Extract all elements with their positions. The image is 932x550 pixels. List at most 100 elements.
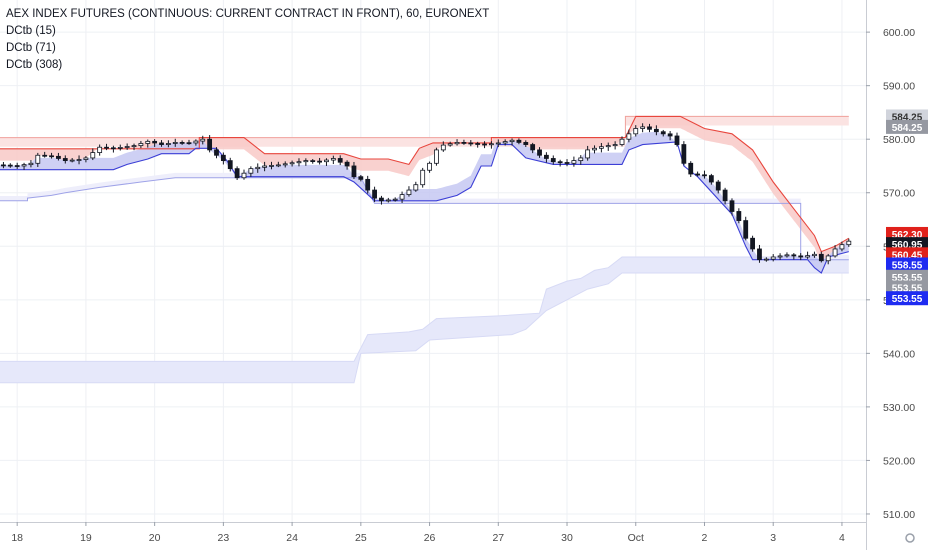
candle-body <box>200 138 206 142</box>
candle-body <box>667 133 673 137</box>
price-tag <box>886 257 928 272</box>
candle-body <box>454 142 460 145</box>
candle-body <box>564 162 570 164</box>
x-tick-label: Oct <box>628 532 644 544</box>
settings-icon[interactable] <box>905 533 915 543</box>
candle-body <box>83 157 89 160</box>
candle-body <box>495 142 501 145</box>
indicator-dctb-71[interactable]: DCtb (71) <box>6 42 56 54</box>
x-tick-label: 24 <box>286 532 298 544</box>
indicator-dctb-308[interactable]: DCtb (308) <box>6 59 63 71</box>
candle-body <box>214 149 219 156</box>
candle-body <box>21 164 27 167</box>
candle-body <box>818 253 824 262</box>
candle-body <box>282 163 288 166</box>
candle-body <box>372 189 377 199</box>
candle-body <box>1 164 6 167</box>
candle-body <box>69 159 75 162</box>
candle-body <box>337 158 343 163</box>
price-tag-label: 558.55 <box>892 260 923 271</box>
candle-body <box>647 126 652 130</box>
candle-body <box>104 146 109 149</box>
candle-body <box>736 211 742 221</box>
candle-body <box>722 189 728 202</box>
band-71-upper-line <box>0 115 849 139</box>
candle-body <box>330 158 336 161</box>
candle-body <box>358 176 364 180</box>
candle-body <box>770 256 776 260</box>
candle-body <box>825 255 831 262</box>
price-tag-label: 584.25 <box>892 123 923 134</box>
candle-body <box>743 220 749 239</box>
chart-title: AEX INDEX FUTURES (CONTINUOUS: CURRENT C… <box>6 8 490 20</box>
candle-body <box>688 162 694 175</box>
candle-body <box>351 165 357 178</box>
price-tag-label: 553.55 <box>892 284 923 295</box>
candle-body <box>111 147 116 150</box>
candle-body <box>42 154 48 157</box>
y-tick-label: 530.00 <box>883 402 915 414</box>
candle-body <box>640 126 646 129</box>
x-tick-label: 30 <box>561 532 573 544</box>
chart-legend: AEX INDEX FUTURES (CONTINUOUS: CURRENT C… <box>6 6 489 74</box>
candle-body <box>729 200 735 212</box>
candle-body <box>303 160 309 163</box>
candle-body <box>557 161 563 164</box>
candle-body <box>131 145 137 148</box>
candle-body <box>14 165 20 167</box>
candle-body <box>653 128 659 133</box>
candle-body <box>537 149 542 156</box>
candle-body <box>702 174 707 177</box>
candle-body <box>550 158 556 163</box>
candle-body <box>447 143 453 146</box>
candle-body <box>763 258 769 261</box>
candle-body <box>172 142 178 144</box>
candle-body <box>805 255 810 258</box>
x-tick-label: 2 <box>702 532 708 544</box>
candle-body <box>674 135 680 145</box>
candle-body <box>482 143 487 146</box>
candle-body <box>97 146 103 153</box>
x-tick-label: 4 <box>839 532 845 544</box>
candle-body <box>592 147 597 151</box>
candle-body <box>392 198 398 201</box>
candle-body <box>275 164 281 167</box>
candle-body <box>427 162 432 171</box>
candle-body <box>489 143 494 146</box>
x-tick-label: 23 <box>218 532 230 544</box>
candle-body <box>35 154 41 164</box>
candle-body <box>365 178 371 191</box>
candle-body <box>516 139 522 143</box>
candle-body <box>193 140 199 144</box>
y-tick-label: 540.00 <box>883 348 915 360</box>
price-tag <box>886 269 928 284</box>
candle-body <box>7 164 13 167</box>
candle-body <box>385 199 391 202</box>
x-tick-label: 3 <box>770 532 776 544</box>
candle-body <box>165 143 171 145</box>
candle-body <box>509 139 515 143</box>
candle-body <box>846 240 852 246</box>
band-15-upper-line <box>0 115 850 253</box>
candle-body <box>179 142 185 144</box>
candle-body <box>757 248 762 261</box>
candle-body <box>434 149 439 164</box>
candle-body <box>152 140 158 144</box>
x-tick-label: 27 <box>492 532 504 544</box>
candle-body <box>475 143 481 145</box>
candle-body <box>186 142 192 145</box>
candle-body <box>413 184 419 191</box>
candle-body <box>248 168 254 174</box>
candle-body <box>839 244 845 250</box>
candle-body <box>296 161 302 164</box>
price-tag <box>886 280 928 295</box>
band-15-lower-line <box>0 141 849 274</box>
y-tick-label: 590.00 <box>883 81 915 93</box>
candle-body <box>124 146 130 148</box>
candle-body <box>571 160 577 164</box>
indicator-dctb-15[interactable]: DCtb (15) <box>6 25 56 37</box>
candle-body <box>145 140 151 144</box>
candle-body <box>49 155 54 158</box>
candle-body <box>695 173 701 176</box>
